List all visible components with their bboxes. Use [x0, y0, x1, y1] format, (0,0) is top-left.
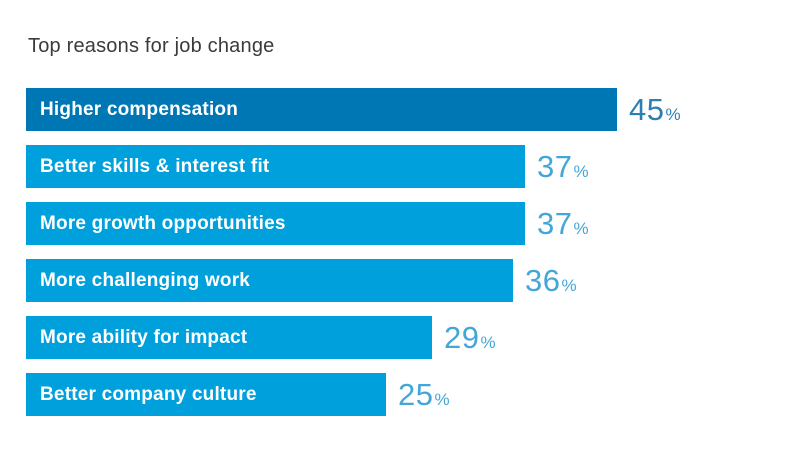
bar-row: More ability for impact 29%: [26, 316, 805, 359]
bar: Better skills & interest fit: [26, 145, 525, 188]
bar-row: Higher compensation 45%: [26, 88, 805, 131]
bar: More ability for impact: [26, 316, 432, 359]
bar-label: More challenging work: [40, 269, 251, 291]
bar-value-number: 29: [444, 320, 480, 355]
bar-value: 36%: [525, 265, 577, 296]
bar-value-number: 45: [629, 92, 665, 127]
bar-label: More growth opportunities: [40, 212, 286, 234]
bar-value: 37%: [537, 208, 589, 239]
chart-title: Top reasons for job change: [28, 35, 275, 57]
bar: More challenging work: [26, 259, 513, 302]
bar: Higher compensation: [26, 88, 617, 131]
bar-value-number: 37: [537, 206, 573, 241]
percent-sign: %: [573, 219, 589, 238]
bar-value-number: 36: [525, 263, 561, 298]
percent-sign: %: [480, 333, 496, 352]
bar-row: Better company culture 25%: [26, 373, 805, 416]
bar-value: 45%: [629, 94, 681, 125]
bar-label: Better skills & interest fit: [40, 155, 270, 177]
bar-value-number: 37: [537, 149, 573, 184]
bar-label: More ability for impact: [40, 326, 248, 348]
percent-sign: %: [434, 390, 450, 409]
percent-sign: %: [665, 105, 681, 124]
bar: More growth opportunities: [26, 202, 525, 245]
bar-label: Better company culture: [40, 383, 257, 405]
bar-value: 29%: [444, 322, 496, 353]
bar-row: More growth opportunities 37%: [26, 202, 805, 245]
bar-value: 25%: [398, 379, 450, 410]
bar: Better company culture: [26, 373, 386, 416]
bar-chart-area: Higher compensation 45% Better skills & in…: [26, 88, 805, 430]
bar-row: More challenging work 36%: [26, 259, 805, 302]
percent-sign: %: [573, 162, 589, 181]
bar-row: Better skills & interest fit 37%: [26, 145, 805, 188]
bar-label: Higher compensation: [40, 98, 239, 120]
percent-sign: %: [561, 276, 577, 295]
bar-value-number: 25: [398, 377, 434, 412]
bar-value: 37%: [537, 151, 589, 182]
